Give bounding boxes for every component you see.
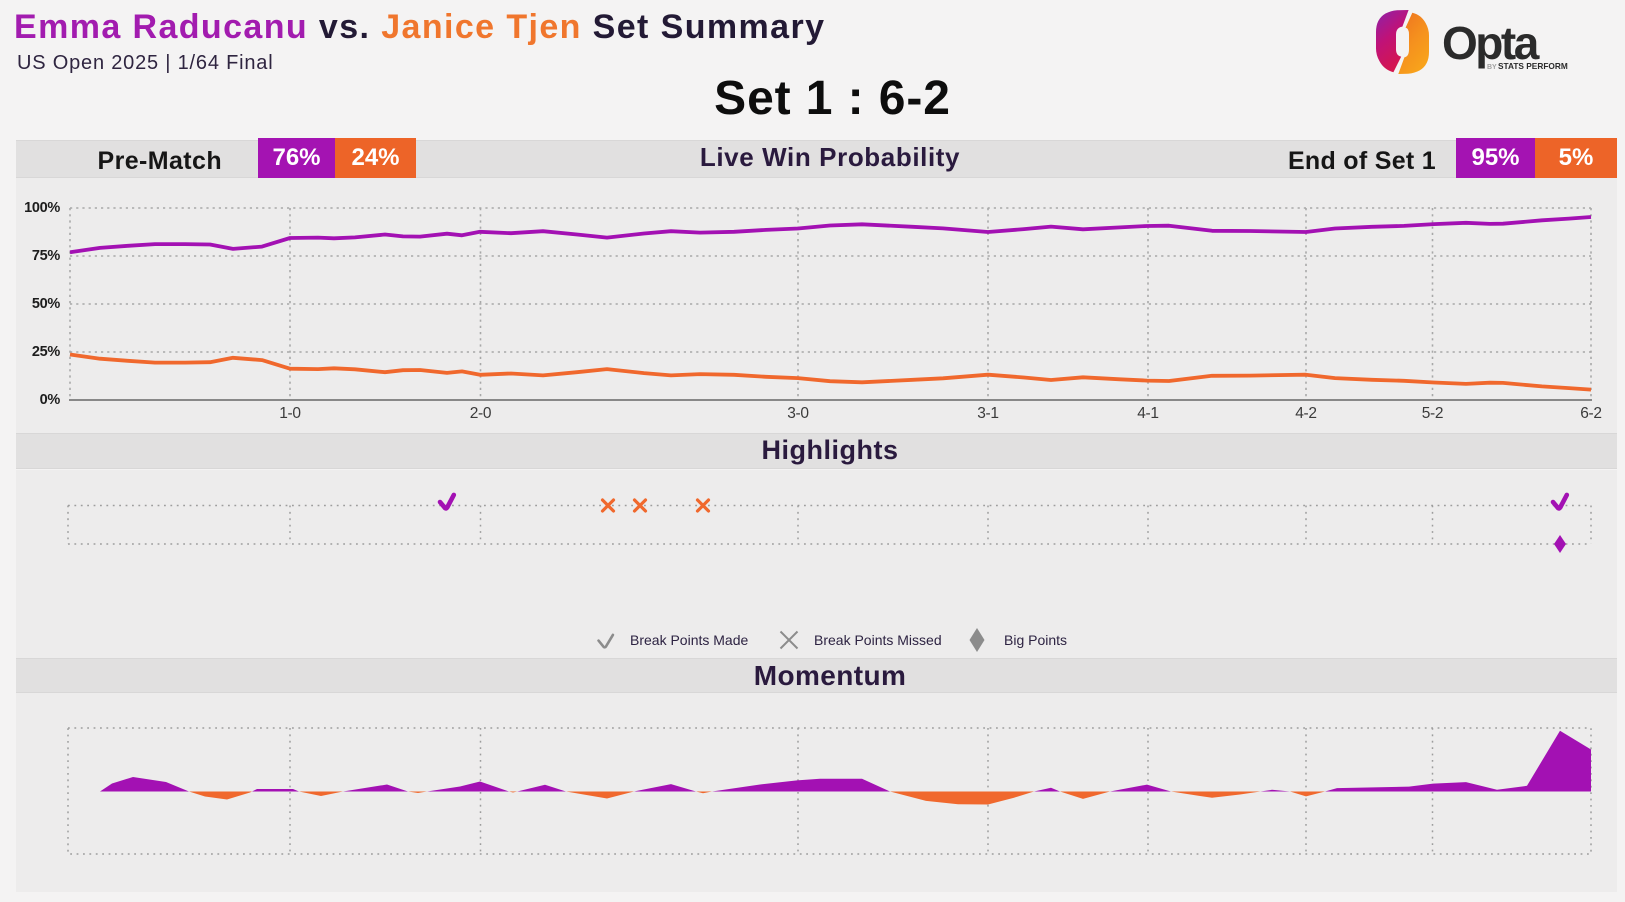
svg-text:3-0: 3-0 <box>787 405 809 422</box>
svg-text:3-1: 3-1 <box>977 405 999 422</box>
svg-text:75%: 75% <box>32 248 61 264</box>
svg-text:STATS PERFORM: STATS PERFORM <box>1498 61 1568 71</box>
svg-text:4-1: 4-1 <box>1137 405 1159 422</box>
svg-text:6-2: 6-2 <box>1580 405 1602 422</box>
svg-text:100%: 100% <box>24 200 60 216</box>
svg-text:50%: 50% <box>32 296 61 312</box>
svg-text:Break Points Missed: Break Points Missed <box>814 632 942 648</box>
svg-text:5-2: 5-2 <box>1422 405 1444 422</box>
svg-text:0%: 0% <box>40 392 61 408</box>
svg-text:Break Points Made: Break Points Made <box>630 632 748 648</box>
svg-text:BY: BY <box>1487 64 1497 71</box>
svg-text:Big Points: Big Points <box>1004 632 1067 648</box>
svg-text:Opta: Opta <box>1442 17 1540 69</box>
svg-text:4-2: 4-2 <box>1295 405 1317 422</box>
svg-text:2-0: 2-0 <box>470 405 492 422</box>
svg-text:1-0: 1-0 <box>279 405 301 422</box>
svg-text:25%: 25% <box>32 344 61 360</box>
